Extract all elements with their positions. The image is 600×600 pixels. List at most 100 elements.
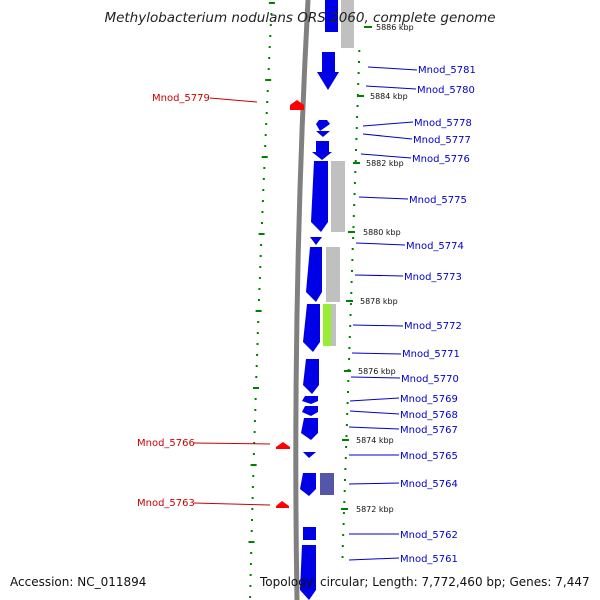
forward-genes	[300, 0, 339, 600]
gene-arrow-forward	[312, 141, 332, 160]
ruler-tick	[265, 123, 268, 125]
gene-arrow-forward	[301, 418, 318, 440]
homolog-bar	[341, 0, 354, 48]
ruler-tick	[268, 57, 271, 59]
ruler-tick	[254, 398, 257, 400]
gene-arrow-forward	[302, 396, 318, 404]
kbp-label: 5882 kbp	[366, 159, 404, 168]
gene-arrow-forward	[302, 406, 318, 416]
gene-arrow-reverse	[290, 100, 304, 110]
ruler-tick	[345, 435, 348, 437]
reverse-gene-labels: Mnod_5779 Mnod_5766 Mnod_5763	[137, 93, 271, 509]
gene-label-mnod-5767[interactable]: Mnod_5767	[400, 425, 458, 436]
gene-arrow-forward	[306, 247, 322, 302]
gene-label-mnod-5766[interactable]: Mnod_5766	[137, 438, 195, 449]
gene-label-mnod-5770[interactable]: Mnod_5770	[401, 374, 459, 385]
leader-line	[367, 66, 418, 71]
kbp-label: 5876 kbp	[358, 367, 396, 376]
ruler-tick	[259, 266, 262, 268]
gene-label-mnod-5777[interactable]: Mnod_5777	[413, 135, 471, 146]
gene-label-mnod-5763[interactable]: Mnod_5763	[137, 498, 195, 509]
ruler-tick	[346, 402, 349, 404]
gene-label-mnod-5776[interactable]: Mnod_5776	[412, 154, 470, 165]
ruler-tick	[355, 127, 358, 129]
gene-label-mnod-5778[interactable]: Mnod_5778	[414, 118, 472, 129]
ruler-tick	[357, 72, 360, 74]
leader-line	[209, 97, 258, 103]
ruler-tick	[253, 387, 259, 389]
ruler-tick	[268, 46, 271, 48]
gene-arrow-forward	[316, 120, 330, 131]
ruler-tick	[348, 358, 351, 360]
gene-arrow-forward	[311, 161, 328, 232]
gene-arrow-forward	[310, 237, 322, 245]
homolog-bars	[320, 0, 354, 495]
ruler-tick	[256, 354, 259, 356]
kbp-label: 5878 kbp	[360, 297, 398, 306]
gene-label-mnod-5769[interactable]: Mnod_5769	[400, 394, 458, 405]
leader-line	[358, 196, 409, 200]
leader-line	[352, 324, 404, 327]
ruler-tick	[358, 50, 361, 52]
ruler-tick	[268, 2, 275, 4]
ruler-tick	[269, 24, 272, 26]
gene-label-mnod-5774[interactable]: Mnod_5774	[406, 241, 464, 252]
ruler-tick	[351, 259, 354, 261]
ruler-tick	[350, 281, 353, 283]
ruler-tick	[343, 501, 346, 503]
gene-label-mnod-5768[interactable]: Mnod_5768	[400, 410, 458, 421]
kbp-label: 5874 kbp	[356, 436, 394, 445]
ruler-tick	[251, 497, 254, 499]
ruler-tick	[342, 523, 345, 525]
gene-label-mnod-5765[interactable]: Mnod_5765	[400, 451, 458, 462]
ruler-tick	[351, 270, 353, 272]
ruler-tick	[342, 534, 345, 536]
ruler-tick	[351, 248, 354, 250]
ruler-tick	[342, 512, 345, 514]
ruler-tick	[343, 490, 346, 492]
gene-arrow-forward	[316, 131, 330, 137]
gene-label-mnod-5762[interactable]: Mnod_5762	[400, 530, 458, 541]
ruler-tick	[261, 156, 268, 158]
leader-line	[348, 557, 400, 561]
ruler-tick	[262, 178, 265, 180]
ruler-tick	[249, 574, 252, 576]
ruler-tick	[249, 585, 252, 587]
ruler-tick	[263, 167, 266, 169]
ruler-tick	[258, 277, 261, 279]
leader-line	[354, 274, 404, 277]
ruler-tick	[346, 413, 349, 415]
ruler-tick	[352, 215, 355, 217]
gene-label-mnod-5781[interactable]: Mnod_5781	[418, 65, 476, 76]
gene-arrow-forward	[300, 545, 316, 600]
kbp-label: 5872 kbp	[356, 505, 394, 514]
gene-label-mnod-5780[interactable]: Mnod_5780	[417, 85, 475, 96]
gene-label-mnod-5761[interactable]: Mnod_5761	[400, 554, 458, 565]
gene-label-mnod-5772[interactable]: Mnod_5772	[404, 321, 462, 332]
ruler-tick	[354, 160, 357, 162]
ruler-tick	[257, 321, 260, 323]
ruler-tick	[357, 83, 360, 85]
ruler-tick	[266, 90, 269, 92]
ruler-tick	[261, 211, 264, 213]
gene-arrow-forward	[325, 0, 338, 32]
gene-label-mnod-5773[interactable]: Mnod_5773	[404, 272, 462, 283]
ruler-tick	[358, 61, 360, 63]
ruler-tick	[262, 189, 265, 191]
leader-line	[193, 442, 271, 445]
ruler-tick	[260, 244, 263, 246]
leader-line	[193, 502, 271, 506]
ruler-tick	[252, 453, 255, 455]
gene-label-mnod-5764[interactable]: Mnod_5764	[400, 479, 458, 490]
gene-label-mnod-5775[interactable]: Mnod_5775	[409, 195, 467, 206]
homolog-bar	[331, 161, 345, 232]
gene-label-mnod-5771[interactable]: Mnod_5771	[402, 349, 460, 360]
map-title: Methylobacterium nodulans ORS 2060, comp…	[104, 10, 495, 26]
ruler-tick	[347, 380, 350, 382]
ruler-tick	[348, 336, 351, 338]
ruler-tick	[356, 105, 359, 107]
ruler-tick	[251, 519, 253, 521]
gene-label-mnod-5779[interactable]: Mnod_5779	[152, 93, 210, 104]
leader-line	[360, 153, 412, 159]
